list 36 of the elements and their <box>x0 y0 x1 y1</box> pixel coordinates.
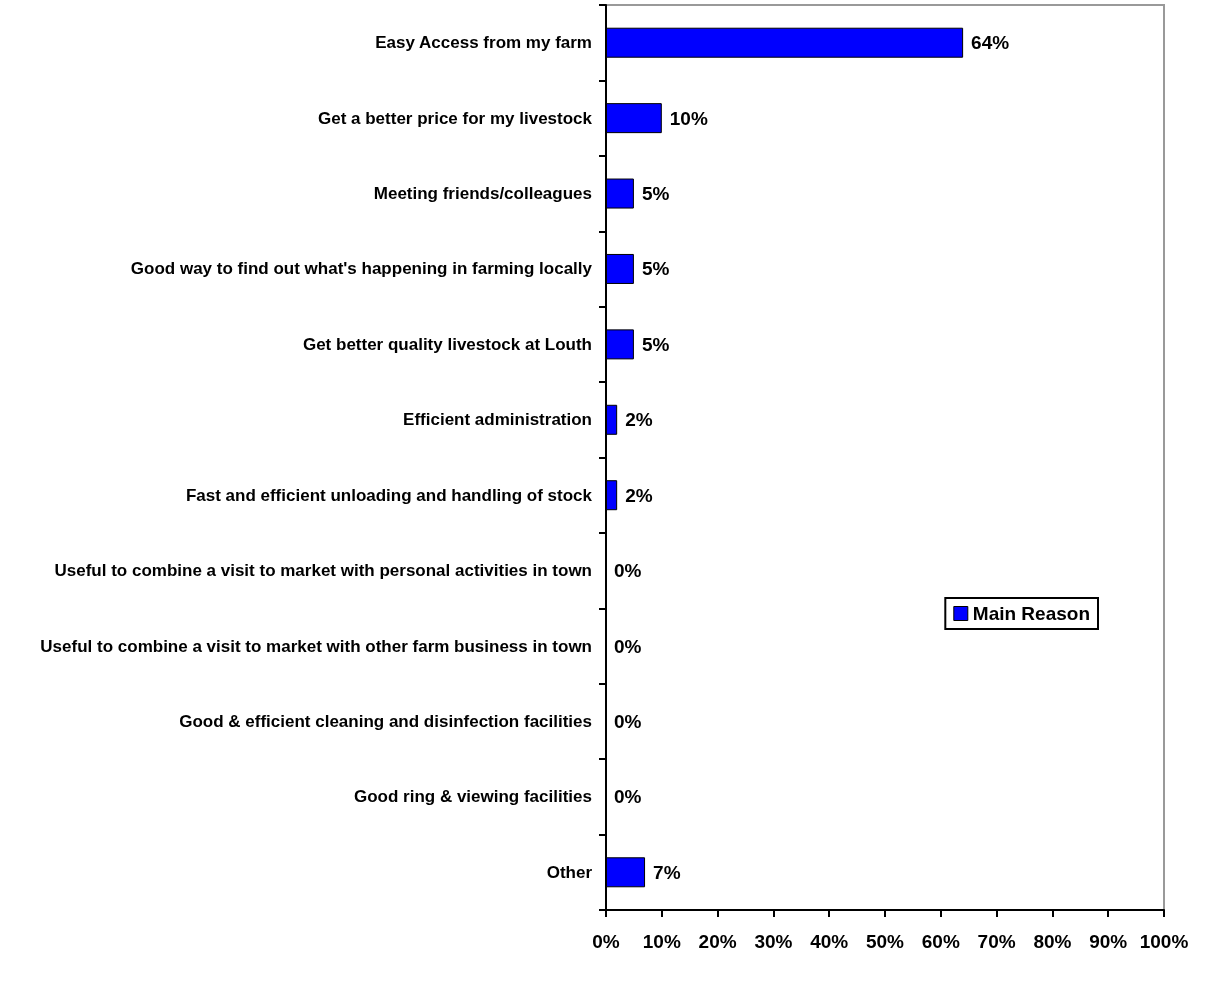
y-tick-label: Good & efficient cleaning and disinfection facilities <box>179 711 592 731</box>
y-tick-label: Good way to find out what's happening in farming locally <box>130 259 593 279</box>
x-tick-label: 0% <box>592 931 620 952</box>
data-label: 5% <box>641 333 670 355</box>
y-tick-label: Get better quality livestock at Louth <box>302 334 592 354</box>
x-tick-label: 10% <box>642 931 681 952</box>
y-tick-label: Meeting friends/colleagues <box>373 184 592 204</box>
y-tick-label: Efficient administration <box>403 410 592 430</box>
x-tick-label: 90% <box>1089 931 1128 952</box>
x-tick-label: 40% <box>810 931 849 952</box>
data-label: 5% <box>641 258 670 280</box>
y-tick-label: Good ring & viewing facilities <box>353 787 592 807</box>
x-tick-label: 30% <box>754 931 793 952</box>
y-tick-label: Easy Access from my farm <box>375 33 592 53</box>
data-label: 0% <box>614 560 642 582</box>
x-tick-label: 80% <box>1033 931 1072 952</box>
data-label: 0% <box>614 786 642 808</box>
data-label: 10% <box>669 107 708 129</box>
x-tick-label: 20% <box>698 931 737 952</box>
data-label: 5% <box>641 183 670 205</box>
y-tick-label: Fast and efficient unloading and handling of stock <box>185 485 593 505</box>
y-tick-label: Get a better price for my livestock <box>318 108 593 128</box>
y-tick-label: Useful to combine a visit to market with other farm business in town <box>40 636 592 656</box>
x-tick-label: 50% <box>865 931 905 952</box>
data-label: 7% <box>653 861 681 883</box>
x-tick-label: 100% <box>1139 931 1189 952</box>
data-label: 2% <box>625 409 653 431</box>
y-tick-label: Other <box>546 862 593 882</box>
data-label: 2% <box>625 484 653 506</box>
x-tick-label: 70% <box>977 931 1016 952</box>
legend-label: Main Reason <box>972 603 1091 624</box>
y-tick-label: Useful to combine a visit to market with personal activities in town <box>54 561 592 581</box>
x-tick-label: 60% <box>921 931 960 952</box>
data-label: 64% <box>971 32 1010 54</box>
data-label: 0% <box>614 635 642 657</box>
data-label: 0% <box>614 710 642 732</box>
